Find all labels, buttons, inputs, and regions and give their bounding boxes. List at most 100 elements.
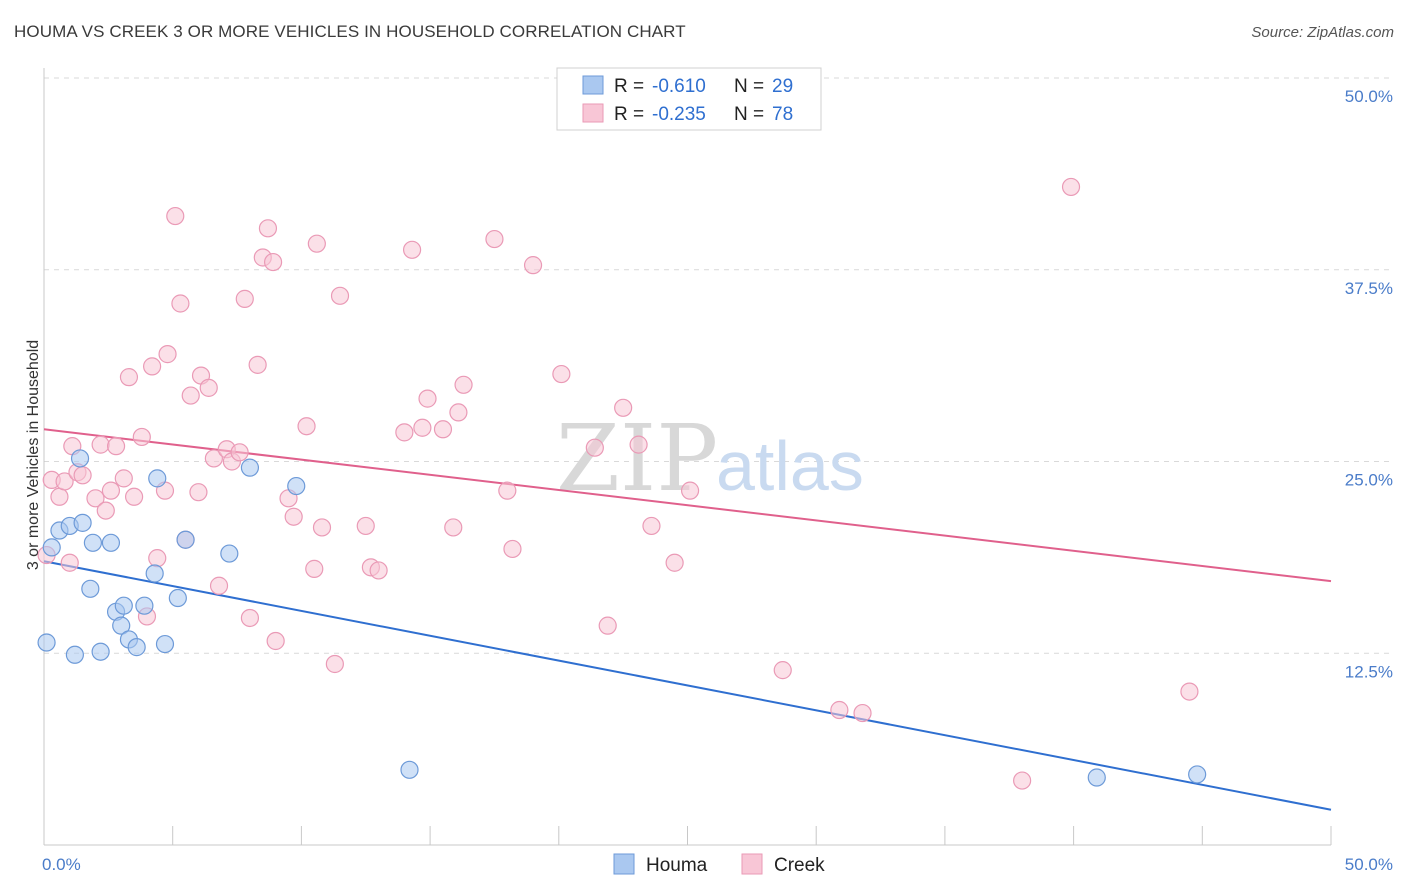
y-axis-label: 3 or more Vehicles in Household <box>25 340 42 570</box>
legend-n-value-houma: 29 <box>772 76 793 97</box>
creek-point <box>114 469 133 488</box>
creek-point <box>330 286 350 305</box>
houma-point <box>1087 768 1106 787</box>
creek-point <box>106 437 126 456</box>
creek-point <box>454 375 473 394</box>
chart-title: HOUMA VS CREEK 3 OR MORE VEHICLES IN HOU… <box>14 22 686 41</box>
houma-point <box>114 596 133 615</box>
creek-point <box>91 435 110 454</box>
houma-point <box>42 538 61 557</box>
creek-point <box>485 229 504 249</box>
creek-point <box>132 427 151 447</box>
houma-point <box>127 638 146 657</box>
creek-point <box>369 561 388 580</box>
creek-point <box>307 234 326 253</box>
creek-point <box>642 516 661 536</box>
houma-point <box>176 530 195 549</box>
bottom-legend-swatch-creek[interactable] <box>741 853 763 875</box>
creek-point <box>356 516 375 536</box>
creek-point <box>148 549 167 568</box>
trend-lines <box>43 428 1332 811</box>
creek-point <box>181 386 200 405</box>
houma-point <box>73 513 92 532</box>
creek-point <box>50 487 69 506</box>
creek-point <box>680 481 700 500</box>
creek-point <box>297 417 316 436</box>
houma-point <box>155 634 175 654</box>
creek-point <box>449 403 468 422</box>
creek-point <box>86 489 105 508</box>
houma-point <box>37 633 56 652</box>
houma-point <box>135 596 154 615</box>
creek-point <box>189 483 208 502</box>
legend-n-label-creek: N = <box>734 104 764 125</box>
creek-trend-line <box>43 428 1332 583</box>
creek-point <box>230 443 249 462</box>
houma-point <box>65 645 84 664</box>
creek-point <box>444 518 463 537</box>
y-tick-label: 12.5% <box>1345 662 1393 681</box>
houma-trend-line <box>43 560 1332 811</box>
y-tick-label: 25.0% <box>1345 471 1393 490</box>
houma-point <box>145 564 164 583</box>
legend-r-label-creek: R = <box>614 104 644 125</box>
y-tick-label: 50.0% <box>1345 87 1393 106</box>
creek-point <box>235 289 254 308</box>
source-prefix: Source: <box>1251 24 1308 41</box>
creek-point <box>395 423 414 442</box>
houma-point <box>168 588 187 608</box>
creek-point <box>1061 177 1081 197</box>
bottom-legend-swatch-houma[interactable] <box>613 853 635 875</box>
creek-point <box>1013 771 1032 790</box>
legend-r-value-creek: -0.235 <box>652 104 706 125</box>
creek-point <box>101 481 121 500</box>
axes <box>43 68 1332 846</box>
chart-source: Source: ZipAtlas.com <box>1251 24 1394 41</box>
legend-n-value-creek: 78 <box>772 104 793 125</box>
tick-labels: 12.5% 25.0% 37.5% 50.0% 0.0% 50.0% <box>42 87 1393 874</box>
creek-point <box>73 466 92 485</box>
creek-point <box>312 518 332 537</box>
houma-point <box>112 616 131 635</box>
creek-point <box>158 345 177 364</box>
creek-point <box>665 553 684 572</box>
creek-point <box>598 616 617 635</box>
watermark-atlas: atlas <box>716 427 864 505</box>
bottom-legend: Houma Creek <box>613 853 825 876</box>
legend: R = -0.610 N = 29 R = -0.235 N = 78 <box>556 67 822 131</box>
creek-point <box>614 398 633 417</box>
creek-point <box>629 435 648 454</box>
creek-point <box>305 559 324 578</box>
creek-point <box>258 219 278 238</box>
creek-point <box>325 654 344 674</box>
houma-point <box>83 533 103 552</box>
y-tick-label: 37.5% <box>1345 279 1393 298</box>
houma-point <box>400 760 419 779</box>
legend-swatch-houma <box>582 75 604 95</box>
bottom-legend-houma[interactable]: Houma <box>646 855 708 876</box>
source-link[interactable]: ZipAtlas.com <box>1307 24 1394 41</box>
creek-point <box>119 368 139 387</box>
creek-point <box>498 481 517 500</box>
houma-point <box>240 458 260 477</box>
creek-point <box>418 389 437 408</box>
bottom-legend-creek[interactable]: Creek <box>774 855 825 876</box>
creek-point <box>402 240 422 259</box>
creek-point <box>773 661 792 680</box>
data-points <box>37 177 1207 790</box>
creek-point <box>209 576 229 595</box>
creek-point <box>413 418 432 437</box>
creek-point <box>523 256 543 275</box>
creek-point <box>433 420 453 439</box>
creek-point <box>124 487 144 506</box>
legend-r-value-houma: -0.610 <box>652 76 706 97</box>
creek-point <box>55 472 74 491</box>
creek-point <box>199 378 218 397</box>
creek-point <box>96 501 115 520</box>
creek-point <box>263 252 283 272</box>
creek-point <box>240 608 260 628</box>
creek-point <box>166 206 185 226</box>
legend-n-label-houma: N = <box>734 76 764 97</box>
creek-point <box>284 507 303 526</box>
creek-point <box>60 553 79 572</box>
